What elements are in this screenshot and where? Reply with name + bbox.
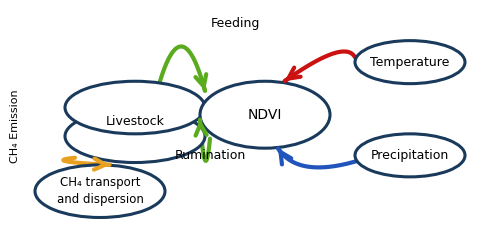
Text: CH₄ transport
and dispersion: CH₄ transport and dispersion	[56, 176, 144, 206]
Ellipse shape	[35, 165, 165, 217]
Text: Feeding: Feeding	[210, 17, 260, 30]
Ellipse shape	[355, 134, 465, 177]
Text: Precipitation: Precipitation	[371, 149, 449, 162]
Text: Temperature: Temperature	[370, 56, 450, 69]
Ellipse shape	[355, 41, 465, 84]
Text: Rumination: Rumination	[174, 149, 246, 162]
Text: CH₄ Emission: CH₄ Emission	[10, 90, 20, 163]
Text: NDVI: NDVI	[248, 108, 282, 122]
Ellipse shape	[65, 110, 205, 163]
Ellipse shape	[65, 81, 205, 134]
Text: Livestock: Livestock	[106, 115, 164, 128]
Ellipse shape	[200, 81, 330, 148]
